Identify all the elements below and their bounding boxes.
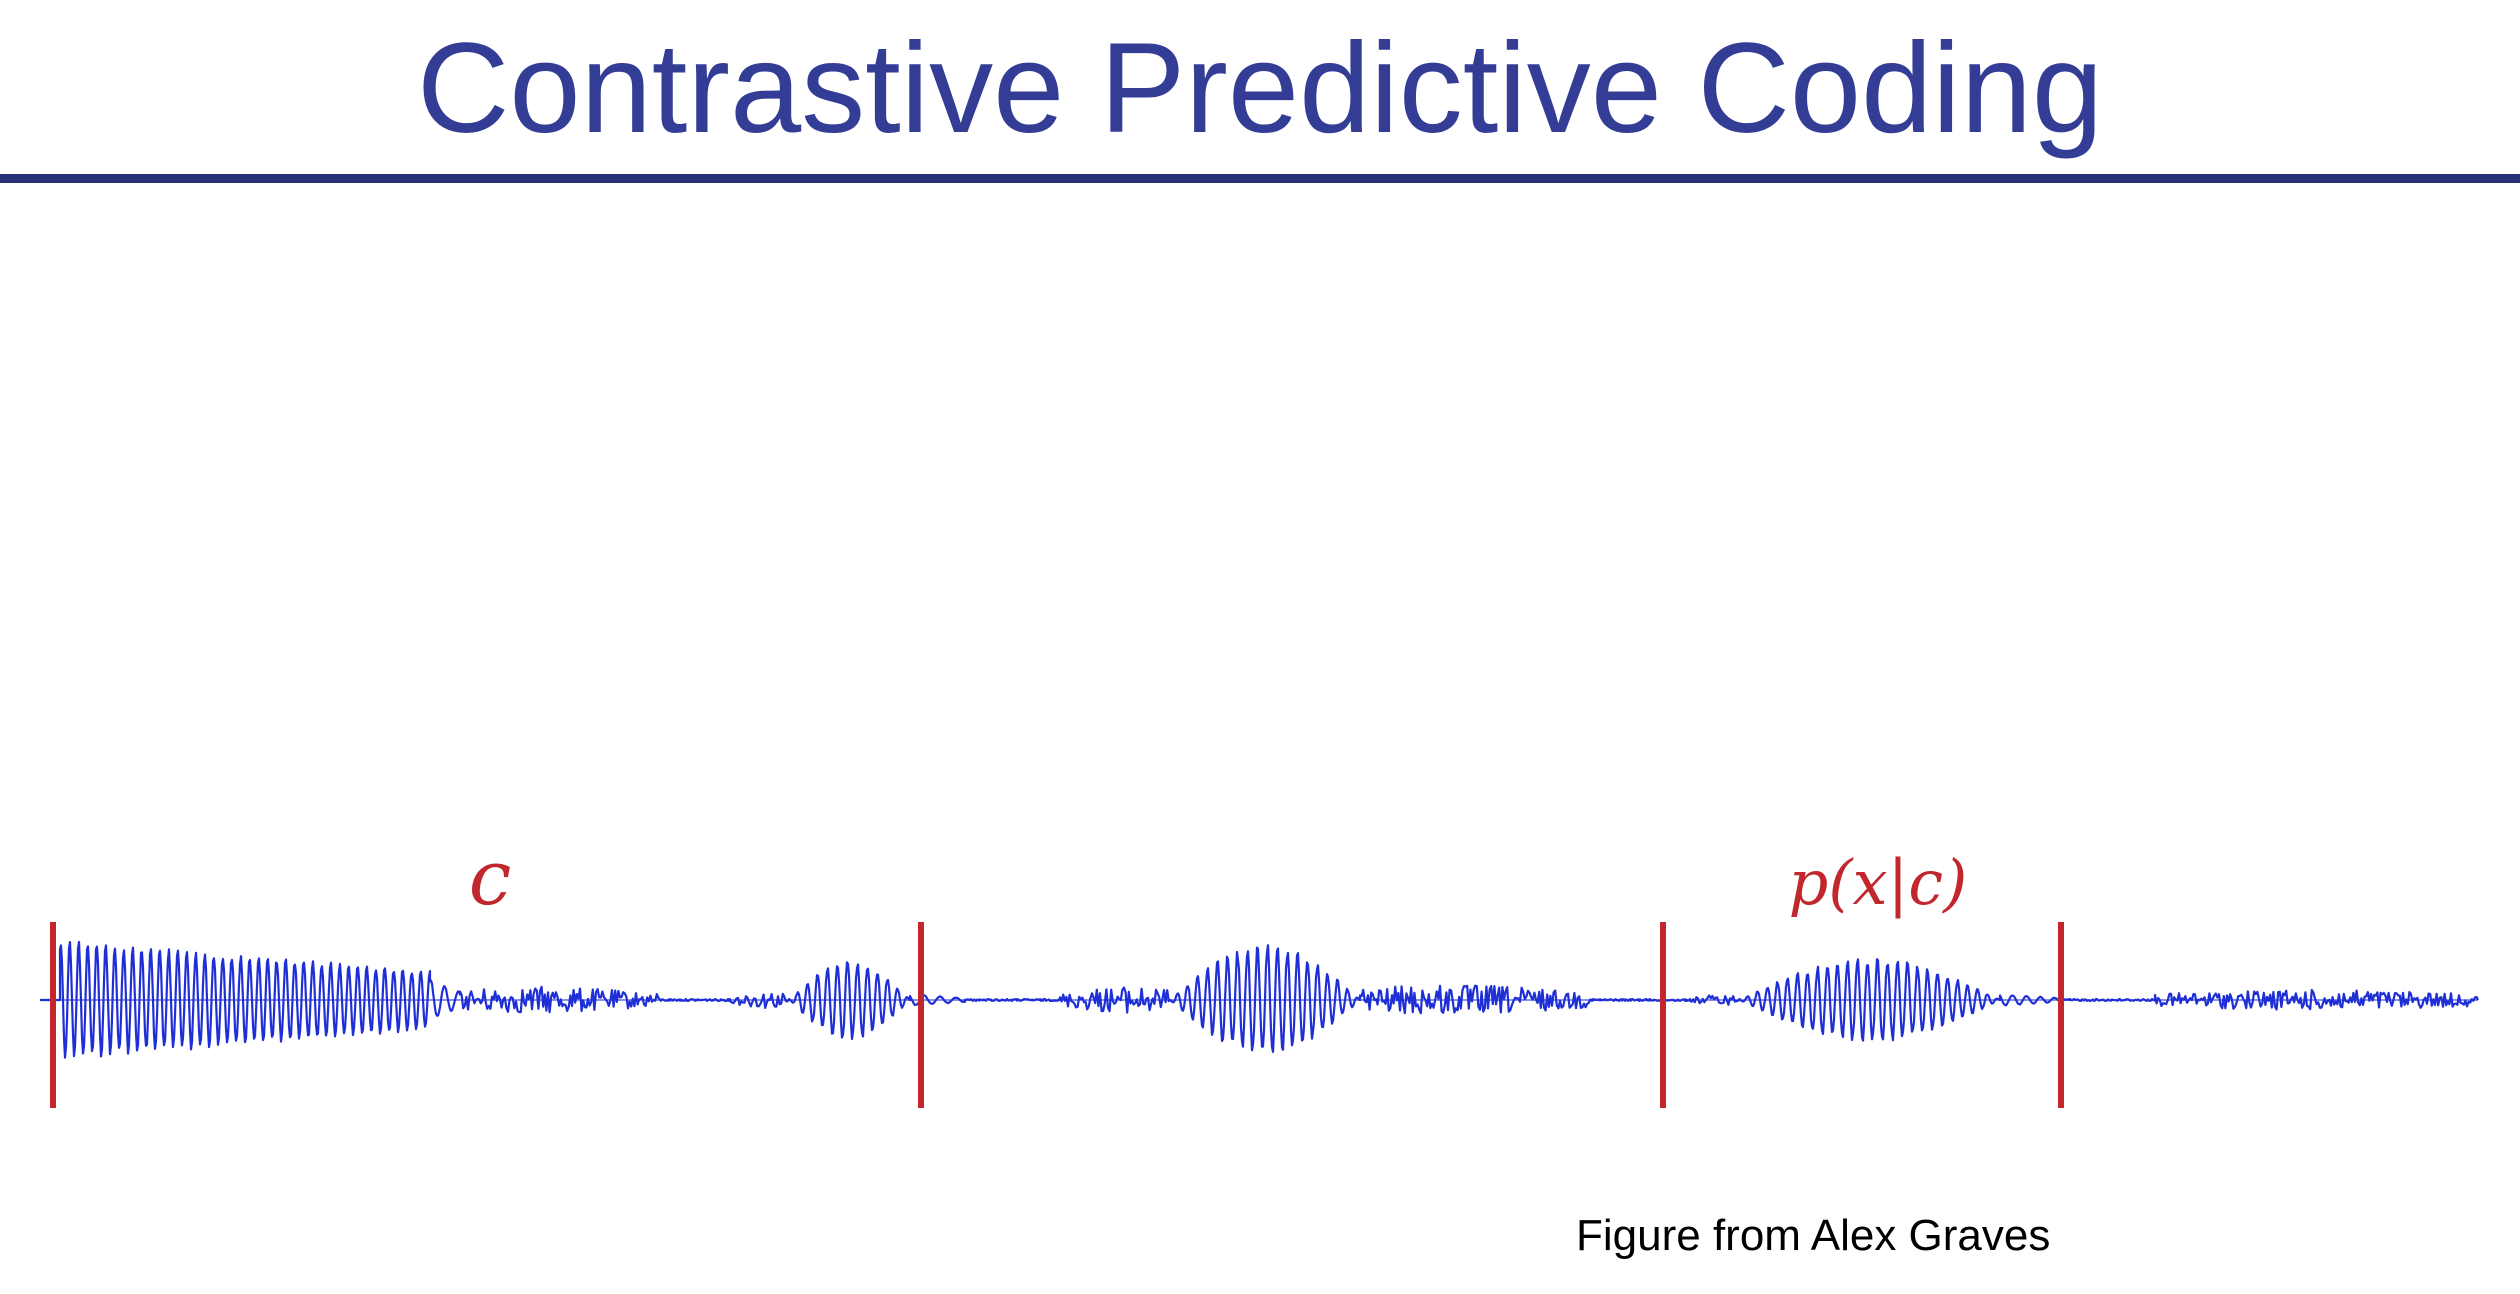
context-label: c [469, 840, 512, 922]
prediction-label: p(x|c) [1789, 846, 1968, 919]
waveform-diagram: c p(x|c) [40, 833, 2479, 1108]
figure-caption: Figure from Alex Graves [1576, 1211, 2051, 1260]
slide-title: Contrastive Predictive Coding [416, 17, 2104, 160]
audio-waveform [40, 940, 2479, 1059]
title-divider [0, 174, 2520, 183]
waveform-figure: c p(x|c) [0, 833, 2520, 1120]
